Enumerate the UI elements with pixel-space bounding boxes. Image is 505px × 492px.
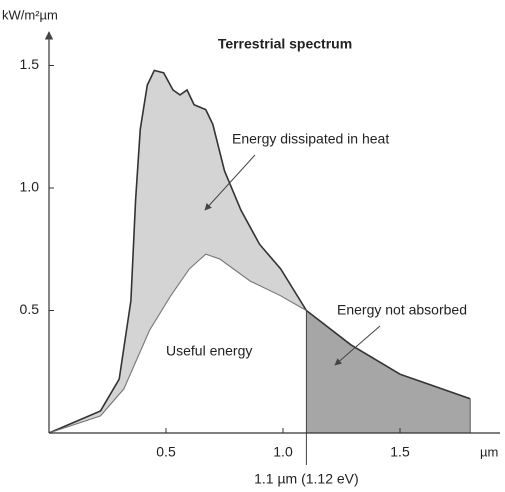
curve [48, 69, 471, 434]
arrow [334, 325, 381, 366]
annotation: Useful energy [166, 343, 252, 359]
cutoff-label: 1.1 µm (1.12 eV) [254, 471, 359, 487]
y-tick-label: 1.0 [20, 179, 40, 195]
fills [49, 70, 471, 434]
chart-title: Terrestrial spectrum [218, 36, 352, 52]
y-axis-label: kW/m²µm [2, 7, 58, 22]
x-tick-label: 1.0 [273, 444, 293, 460]
x-tick-label: 1.5 [390, 444, 410, 460]
y-tick-label: 1.5 [20, 56, 40, 72]
curve [48, 253, 307, 434]
annotation: Energy not absorbed [337, 302, 467, 318]
arrow [204, 154, 256, 211]
x-axis-label: µm [480, 444, 498, 459]
not-absorbed-fill [306, 310, 471, 433]
y-tick-label: 0.5 [20, 301, 40, 317]
annotation: Energy dissipated in heat [232, 131, 389, 147]
lines [48, 69, 471, 465]
area-fill [49, 254, 307, 433]
x-tick-label: 0.5 [156, 444, 176, 460]
